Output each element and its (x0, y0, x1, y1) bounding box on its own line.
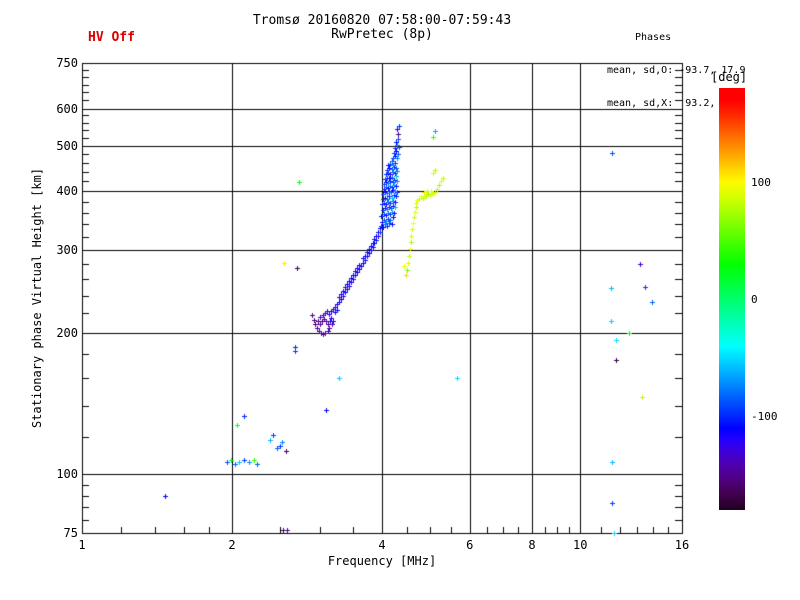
y-tick-label: 100 (56, 467, 78, 482)
colorbar-tick-label: 100 (751, 175, 771, 189)
phase-stats-title: Phases (635, 32, 672, 43)
colorbar-unit-label: [deg] (711, 70, 748, 84)
colorbar-tick-label: -100 (751, 410, 778, 424)
phase-colorbar (719, 88, 745, 510)
y-tick-label: 200 (56, 325, 78, 340)
y-tick-label: 75 (63, 526, 78, 540)
y-tick-label: 750 (56, 56, 78, 70)
x-tick-label: 1 (78, 538, 86, 552)
y-tick-label: 600 (56, 101, 78, 116)
y-tick-label: 300 (56, 243, 78, 258)
colorbar-tick-label: 0 (751, 293, 758, 306)
hv-status-text: HV Off (88, 30, 135, 45)
x-tick-label: 2 (228, 538, 236, 552)
x-tick-label: 6 (466, 538, 474, 552)
x-tick-label: 10 (573, 538, 588, 552)
phase-stats-o-mode: mean, sd,O: -93.7, 17.9 (607, 65, 746, 76)
plot-title-block: Tromsø 20160820 07:58:00-07:59:43 RwPret… (82, 14, 682, 42)
y-tick-label: 500 (56, 138, 78, 153)
y-tick-label: 400 (56, 184, 78, 199)
x-tick-label: 4 (378, 538, 386, 552)
plot-title-line2: RwPretec (8p) (331, 27, 433, 42)
x-axis-title: Frequency [MHz] (327, 554, 437, 568)
y-axis-title: Stationary phase Virtual Height [km] (30, 167, 44, 429)
x-tick-label: 16 (674, 538, 690, 552)
x-tick-label: 8 (528, 538, 536, 552)
plot-title-line1: Tromsø 20160820 07:58:00-07:59:43 (252, 13, 512, 28)
